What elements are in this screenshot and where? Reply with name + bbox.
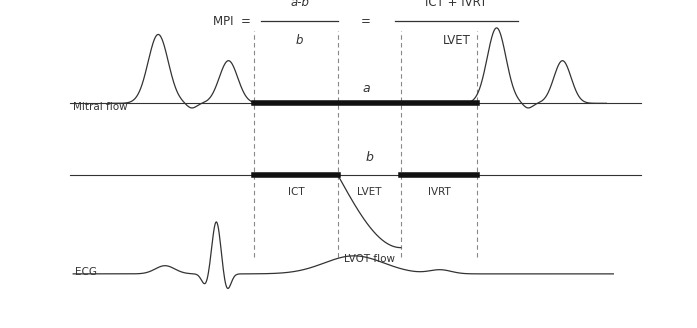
- Text: a-b: a-b: [290, 0, 309, 9]
- Text: LVOT flow: LVOT flow: [344, 254, 395, 264]
- Text: b: b: [296, 34, 303, 47]
- Text: LVET: LVET: [357, 187, 382, 197]
- Text: b: b: [365, 151, 374, 164]
- Text: =: =: [361, 15, 371, 28]
- Text: a: a: [362, 82, 369, 95]
- Text: IVRT: IVRT: [428, 187, 450, 197]
- Text: ECG: ECG: [75, 267, 98, 277]
- Text: MPI  =: MPI =: [213, 15, 250, 28]
- Text: Mitral flow: Mitral flow: [73, 102, 128, 112]
- Text: ICT + IVRT: ICT + IVRT: [425, 0, 488, 9]
- Text: LVET: LVET: [443, 34, 470, 47]
- Text: ICT: ICT: [288, 187, 305, 197]
